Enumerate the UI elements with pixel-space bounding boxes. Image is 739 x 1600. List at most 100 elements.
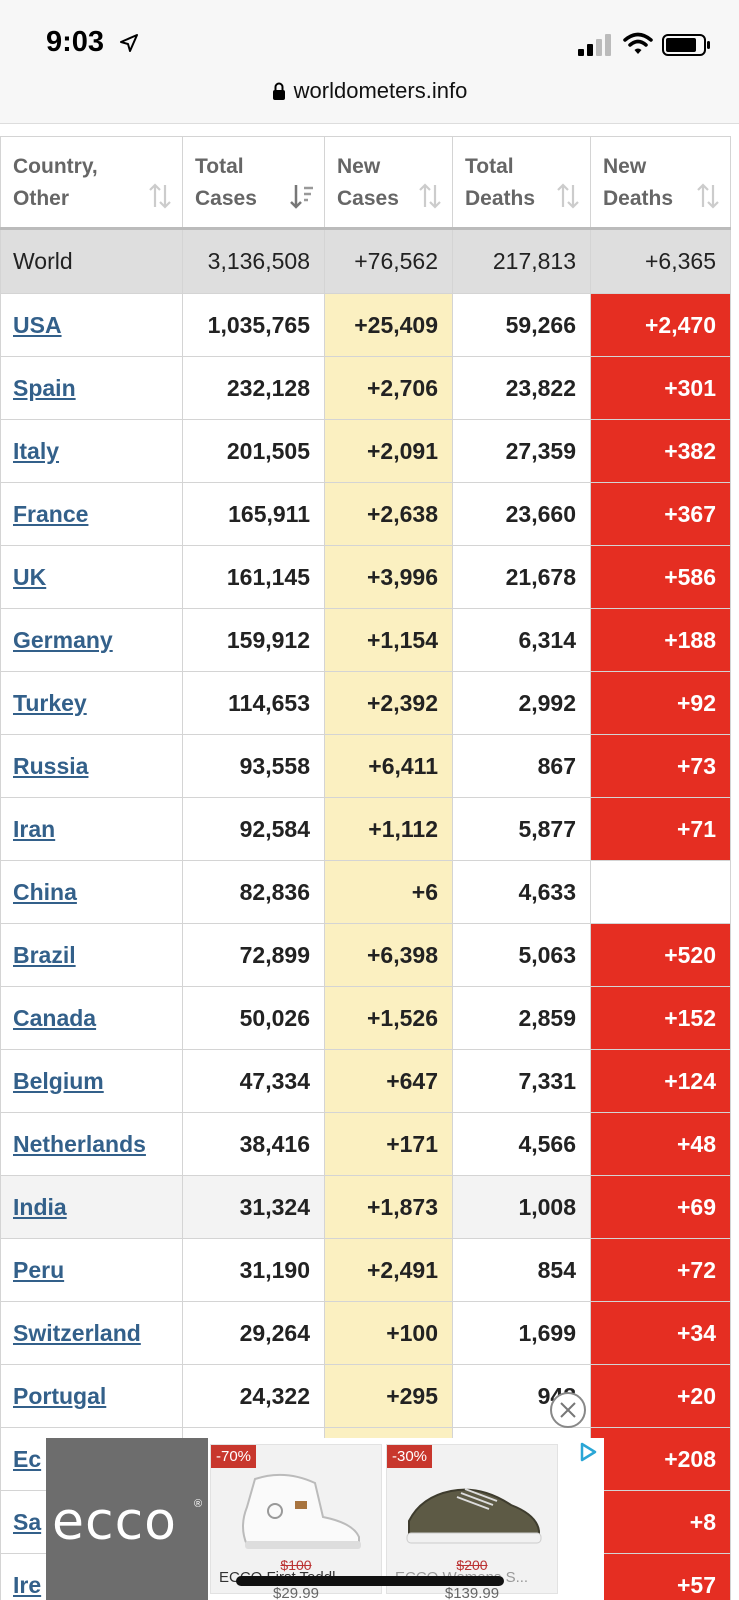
close-ad-button[interactable]: [550, 1392, 586, 1428]
total-cases-cell: 24,322: [183, 1365, 325, 1428]
total-deaths-cell: 1,699: [453, 1302, 591, 1365]
table-row: Belgium 47,334 +647 7,331 +124: [1, 1050, 731, 1113]
header-total-cases[interactable]: Total Cases: [183, 137, 325, 229]
country-link[interactable]: Iran: [13, 816, 55, 842]
total-deaths-cell: 27,359: [453, 420, 591, 483]
country-cell: Turkey: [1, 672, 183, 735]
header-new-cases[interactable]: New Cases: [325, 137, 453, 229]
new-cases-cell: +6: [325, 861, 453, 924]
new-cases-cell: +171: [325, 1113, 453, 1176]
country-link[interactable]: Ec: [13, 1446, 41, 1472]
table-header-row: Country, Other Total Cases New Cases Tot…: [1, 137, 731, 229]
new-deaths-cell: +520: [591, 924, 731, 987]
sort-icon: [148, 183, 172, 209]
country-link[interactable]: Sa: [13, 1509, 41, 1535]
covid-table: Country, Other Total Cases New Cases Tot…: [0, 136, 739, 1600]
new-deaths-cell: +208: [591, 1428, 731, 1491]
country-link[interactable]: Turkey: [13, 690, 87, 716]
table-row: India 31,324 +1,873 1,008 +69: [1, 1176, 731, 1239]
new-cases-cell: +3,996: [325, 546, 453, 609]
total-deaths-cell: 23,660: [453, 483, 591, 546]
country-cell: UK: [1, 546, 183, 609]
country-cell: Spain: [1, 357, 183, 420]
table-row: USA 1,035,765 +25,409 59,266 +2,470: [1, 294, 731, 357]
new-deaths-cell: +2,470: [591, 294, 731, 357]
total-deaths-cell: 867: [453, 735, 591, 798]
country-link[interactable]: Russia: [13, 753, 88, 779]
country-link[interactable]: Belgium: [13, 1068, 104, 1094]
ad-logo[interactable]: ecco ®: [46, 1438, 208, 1600]
new-cases-cell: +1,873: [325, 1176, 453, 1239]
total-deaths-cell: 2,859: [453, 987, 591, 1050]
country-cell: Peru: [1, 1239, 183, 1302]
total-deaths-cell: 4,566: [453, 1113, 591, 1176]
new-deaths-cell: [591, 861, 731, 924]
new-cases-cell: +6,398: [325, 924, 453, 987]
country-link[interactable]: USA: [13, 312, 62, 338]
world-total-deaths: 217,813: [453, 229, 591, 294]
ad-choices-icon[interactable]: [578, 1442, 598, 1462]
country-link[interactable]: Portugal: [13, 1383, 106, 1409]
new-deaths-cell: +20: [591, 1365, 731, 1428]
world-new-cases: +76,562: [325, 229, 453, 294]
table-row: Portugal24,322+295948+20: [1, 1365, 731, 1428]
country-link[interactable]: India: [13, 1194, 67, 1220]
country-link[interactable]: Germany: [13, 627, 113, 653]
table-row: Spain 232,128 +2,706 23,822 +301: [1, 357, 731, 420]
country-cell: Iran: [1, 798, 183, 861]
country-cell: China: [1, 861, 183, 924]
country-link[interactable]: Switzerland: [13, 1320, 141, 1346]
header-country[interactable]: Country, Other: [1, 137, 183, 229]
country-link[interactable]: Spain: [13, 375, 76, 401]
new-deaths-cell: +57: [591, 1554, 731, 1600]
country-link[interactable]: France: [13, 501, 88, 527]
new-deaths-cell: +8: [591, 1491, 731, 1554]
new-deaths-cell: +367: [591, 483, 731, 546]
new-cases-cell: +2,392: [325, 672, 453, 735]
country-link[interactable]: Netherlands: [13, 1131, 146, 1157]
table-row: France 165,911 +2,638 23,660 +367: [1, 483, 731, 546]
ad-sale-price: $139.99: [387, 1585, 557, 1600]
header-new-deaths[interactable]: New Deaths: [591, 137, 731, 229]
ad-product-1[interactable]: -70% $100 ECCO First Toddl $29.99: [210, 1444, 382, 1594]
new-deaths-cell: +71: [591, 798, 731, 861]
country-cell: Russia: [1, 735, 183, 798]
total-cases-cell: 114,653: [183, 672, 325, 735]
total-cases-cell: 165,911: [183, 483, 325, 546]
country-link[interactable]: Ire: [13, 1572, 41, 1598]
total-deaths-cell: 21,678: [453, 546, 591, 609]
country-link[interactable]: Canada: [13, 1005, 96, 1031]
total-cases-cell: 38,416: [183, 1113, 325, 1176]
url-bar[interactable]: worldometers.info: [0, 72, 739, 124]
world-new-deaths: +6,365: [591, 229, 731, 294]
total-cases-cell: 159,912: [183, 609, 325, 672]
new-cases-cell: +2,706: [325, 357, 453, 420]
country-link[interactable]: Peru: [13, 1257, 64, 1283]
country-link[interactable]: UK: [13, 564, 46, 590]
table-row: Peru 31,190 +2,491 854 +72: [1, 1239, 731, 1302]
new-cases-cell: +100: [325, 1302, 453, 1365]
new-cases-cell: +647: [325, 1050, 453, 1113]
total-deaths-cell: 5,877: [453, 798, 591, 861]
country-link[interactable]: China: [13, 879, 77, 905]
table-row: Brazil 72,899 +6,398 5,063 +520: [1, 924, 731, 987]
country-cell: USA: [1, 294, 183, 357]
country-link[interactable]: Brazil: [13, 942, 76, 968]
country-link[interactable]: Italy: [13, 438, 59, 464]
header-total-deaths[interactable]: Total Deaths: [453, 137, 591, 229]
new-cases-cell: +1,526: [325, 987, 453, 1050]
total-deaths-cell: 6,314: [453, 609, 591, 672]
sort-desc-icon: [290, 183, 314, 209]
ad-product-2[interactable]: -30% $200 ECCO Womens S... $139.99: [386, 1444, 558, 1594]
new-deaths-cell: +34: [591, 1302, 731, 1365]
registered-mark: ®: [194, 1498, 202, 1510]
ad-sale-price: $29.99: [211, 1585, 381, 1600]
ad-brand-logo: ecco: [52, 1492, 177, 1552]
country-cell: France: [1, 483, 183, 546]
total-cases-cell: 232,128: [183, 357, 325, 420]
total-deaths-cell: 854: [453, 1239, 591, 1302]
country-cell: Brazil: [1, 924, 183, 987]
new-cases-cell: +25,409: [325, 294, 453, 357]
country-cell: India: [1, 1176, 183, 1239]
total-deaths-cell: 4,633: [453, 861, 591, 924]
